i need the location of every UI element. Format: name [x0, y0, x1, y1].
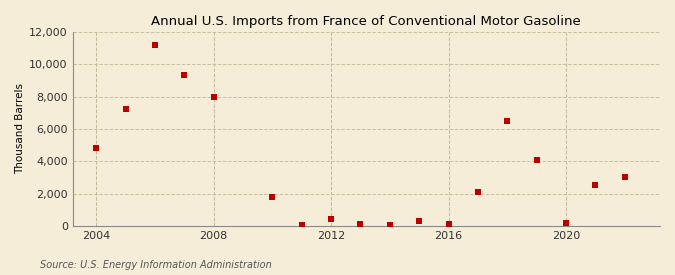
- Point: [149, 43, 160, 47]
- Point: [120, 106, 131, 111]
- Point: [385, 223, 396, 227]
- Point: [620, 175, 630, 180]
- Y-axis label: Thousand Barrels: Thousand Barrels: [15, 83, 25, 174]
- Point: [179, 73, 190, 77]
- Point: [355, 222, 366, 227]
- Point: [208, 94, 219, 99]
- Point: [443, 222, 454, 227]
- Point: [90, 146, 101, 150]
- Point: [61, 172, 72, 176]
- Point: [325, 216, 336, 221]
- Text: Source: U.S. Energy Information Administration: Source: U.S. Energy Information Administ…: [40, 260, 272, 270]
- Point: [414, 219, 425, 223]
- Point: [267, 195, 277, 199]
- Point: [502, 119, 513, 123]
- Point: [296, 223, 307, 227]
- Point: [531, 157, 542, 162]
- Title: Annual U.S. Imports from France of Conventional Motor Gasoline: Annual U.S. Imports from France of Conve…: [151, 15, 581, 28]
- Point: [472, 190, 483, 194]
- Point: [590, 183, 601, 188]
- Point: [561, 221, 572, 225]
